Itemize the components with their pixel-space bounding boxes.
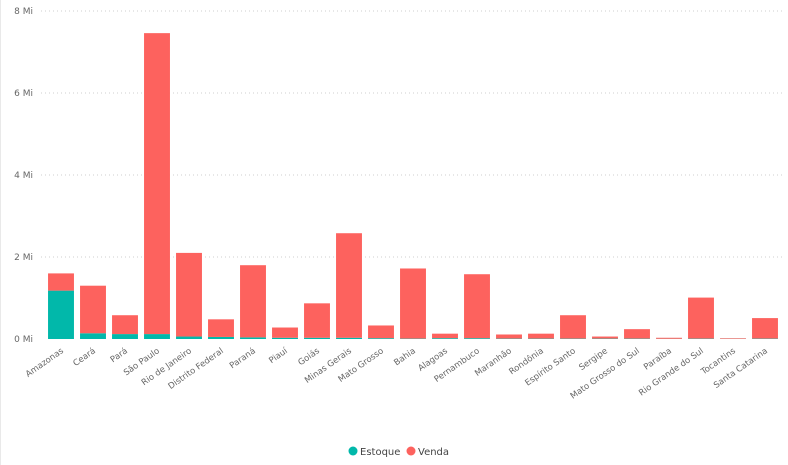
bar-estoque-10[interactable] [368,338,394,339]
x-tick-label: Goiás [296,346,322,368]
bar-estoque-13[interactable] [464,338,490,339]
y-tick-label: 6 Mi [14,89,33,99]
y-tick-label: 2 Mi [14,253,33,263]
y-tick-label: 8 Mi [14,7,33,17]
bar-estoque-9[interactable] [336,337,362,339]
legend-label-venda[interactable]: Venda [418,447,449,458]
bar-venda-16[interactable] [560,315,586,339]
legend-marker-venda[interactable] [406,446,416,456]
bar-venda-21[interactable] [720,338,746,339]
bar-venda-11[interactable] [400,268,426,339]
bar-venda-2[interactable] [112,315,138,335]
legend-marker-estoque[interactable] [348,446,358,456]
bar-venda-14[interactable] [496,334,522,339]
x-tick-label: Bahia [392,346,417,368]
bar-venda-4[interactable] [176,252,202,337]
x-tick-label: Santa Catarina [712,346,770,391]
bar-estoque-3[interactable] [144,334,170,339]
y-tick-label: 0 Mi [14,335,33,345]
bar-venda-9[interactable] [336,233,362,338]
bar-venda-10[interactable] [368,325,394,339]
bar-estoque-12[interactable] [432,338,458,339]
x-tick-label: Piauí [267,346,290,366]
bar-estoque-5[interactable] [208,336,234,339]
x-tick-label: Amazonas [24,346,66,380]
bar-venda-20[interactable] [688,297,714,339]
x-tick-label: Distrito Federal [167,346,226,392]
bar-estoque-1[interactable] [80,333,106,339]
bar-venda-17[interactable] [592,336,618,339]
bar-venda-5[interactable] [208,319,234,337]
bar-estoque-6[interactable] [240,337,266,339]
bars [48,33,778,339]
bar-venda-6[interactable] [240,265,266,338]
bar-estoque-0[interactable] [48,290,74,339]
bar-estoque-7[interactable] [272,337,298,339]
x-tick-label: Paraná [228,346,258,371]
bar-estoque-4[interactable] [176,336,202,339]
bar-venda-8[interactable] [304,303,330,338]
bar-estoque-2[interactable] [112,334,138,339]
bar-venda-18[interactable] [624,329,650,339]
bar-venda-22[interactable] [752,318,778,339]
bar-venda-19[interactable] [656,337,682,339]
y-tick-label: 4 Mi [14,171,33,181]
bar-venda-7[interactable] [272,327,298,338]
bar-venda-1[interactable] [80,285,106,334]
y-axis: 0 Mi 2 Mi 4 Mi 6 Mi 8 Mi [14,7,33,345]
x-tick-label: Pará [109,346,130,365]
bar-venda-13[interactable] [464,274,490,339]
bar-venda-15[interactable] [528,333,554,339]
bar-venda-3[interactable] [144,33,170,335]
legend-label-estoque[interactable]: Estoque [360,447,400,458]
x-tick-label: Ceará [71,346,97,369]
bar-venda-12[interactable] [432,333,458,339]
bar-venda-0[interactable] [48,273,74,291]
legend[interactable]: Estoque Venda [348,446,450,459]
bar-estoque-8[interactable] [304,337,330,339]
